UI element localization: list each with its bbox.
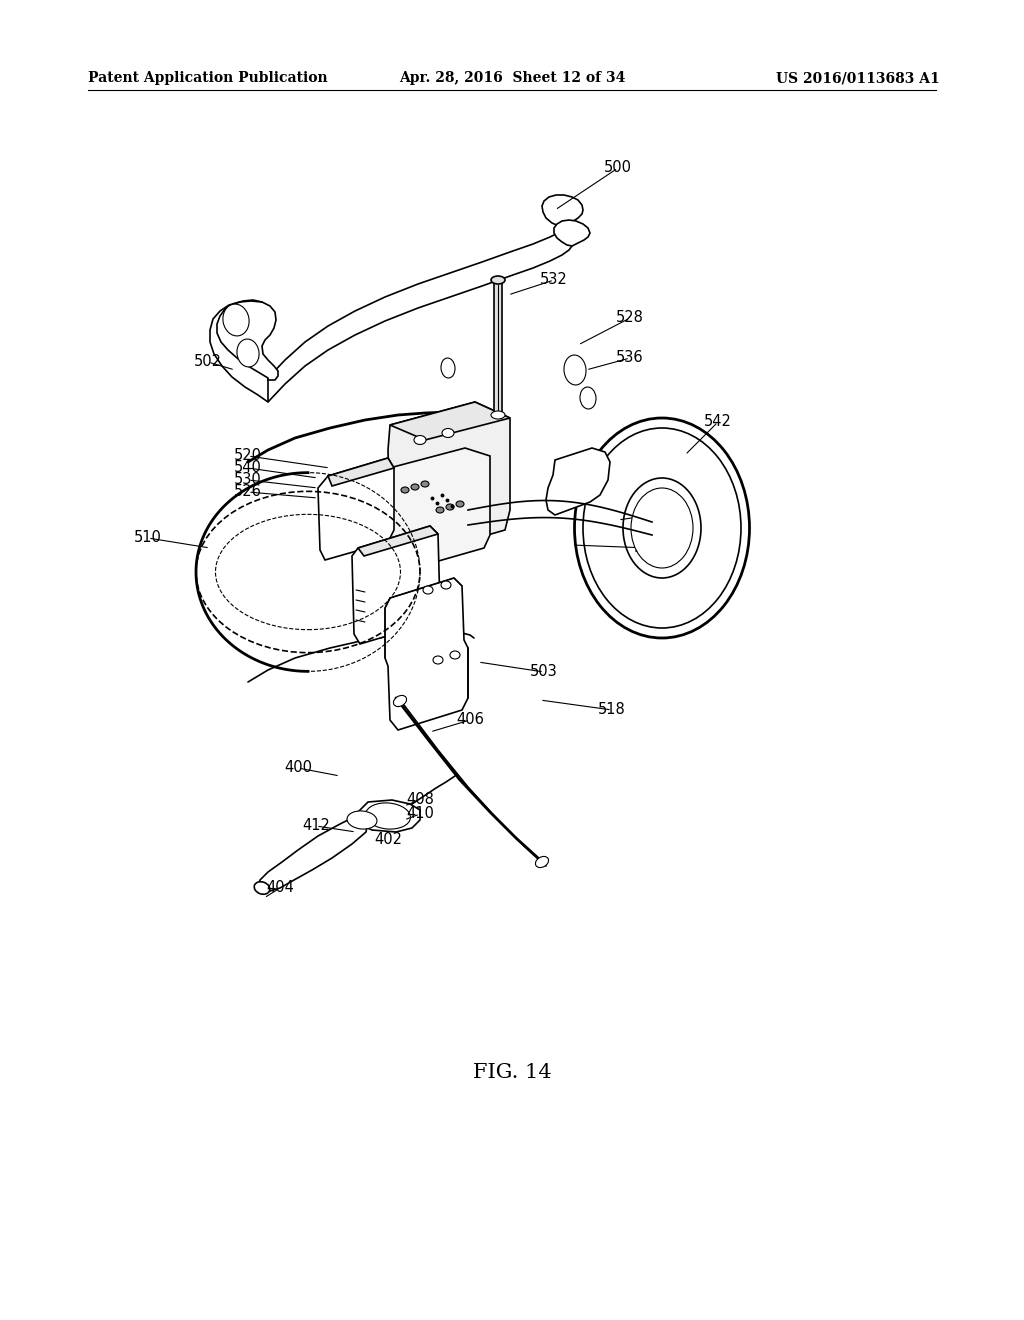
Ellipse shape [223,304,249,335]
Polygon shape [217,300,278,380]
Polygon shape [374,447,490,572]
Text: 402: 402 [374,833,402,847]
Ellipse shape [574,418,750,638]
Text: US 2016/0113683 A1: US 2016/0113683 A1 [776,71,940,84]
Text: FIG. 14: FIG. 14 [473,1063,551,1081]
Polygon shape [390,403,510,440]
Text: 532: 532 [540,272,568,288]
Ellipse shape [411,484,419,490]
Polygon shape [546,447,610,515]
Text: 526: 526 [234,484,262,499]
Text: 500: 500 [604,161,632,176]
Ellipse shape [536,857,549,867]
Text: 502: 502 [194,355,222,370]
Polygon shape [352,525,440,644]
Ellipse shape [414,436,426,445]
Ellipse shape [421,480,429,487]
Polygon shape [494,280,502,414]
Text: 528: 528 [616,310,644,326]
Ellipse shape [450,651,460,659]
Polygon shape [542,195,583,227]
Polygon shape [554,220,590,246]
Polygon shape [318,458,394,560]
Ellipse shape [580,387,596,409]
Ellipse shape [423,586,433,594]
Ellipse shape [366,803,411,829]
Ellipse shape [490,276,505,284]
Ellipse shape [456,502,464,507]
Polygon shape [356,800,420,832]
Polygon shape [328,458,394,486]
Ellipse shape [583,428,741,628]
Text: 406: 406 [456,713,484,727]
Ellipse shape [564,355,586,385]
Text: 520: 520 [234,449,262,463]
Polygon shape [388,403,510,554]
Ellipse shape [433,656,443,664]
Ellipse shape [446,499,458,507]
Ellipse shape [441,581,451,589]
Text: 400: 400 [284,760,312,776]
Polygon shape [268,222,572,403]
Text: Patent Application Publication: Patent Application Publication [88,71,328,84]
Ellipse shape [393,696,407,706]
Ellipse shape [446,504,454,510]
Text: 530: 530 [234,473,262,487]
Polygon shape [358,525,438,556]
Ellipse shape [419,506,431,515]
Ellipse shape [347,810,377,829]
Text: 540: 540 [234,461,262,475]
Polygon shape [248,412,474,682]
Ellipse shape [237,339,259,367]
Text: 536: 536 [616,351,644,366]
Ellipse shape [631,488,693,568]
Text: Apr. 28, 2016  Sheet 12 of 34: Apr. 28, 2016 Sheet 12 of 34 [398,71,626,84]
Text: 408: 408 [407,792,434,808]
Ellipse shape [490,411,505,418]
Text: 412: 412 [302,818,330,833]
Ellipse shape [442,429,454,437]
Text: 410: 410 [407,807,434,821]
Text: 503: 503 [530,664,558,680]
Text: 542: 542 [705,414,732,429]
Text: 538: 538 [634,540,662,556]
Text: 510: 510 [134,531,162,545]
Ellipse shape [254,882,269,894]
Text: 516: 516 [658,504,686,520]
Ellipse shape [401,487,409,492]
Ellipse shape [441,358,455,378]
Text: 518: 518 [598,702,626,718]
Text: 404: 404 [266,880,294,895]
Polygon shape [385,578,468,730]
Polygon shape [258,816,368,892]
Ellipse shape [436,507,444,513]
Ellipse shape [623,478,701,578]
